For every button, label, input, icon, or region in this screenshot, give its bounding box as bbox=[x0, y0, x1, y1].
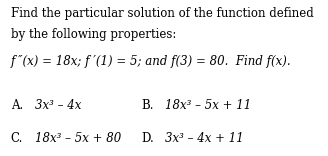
Text: 3x³ – 4x: 3x³ – 4x bbox=[35, 99, 81, 112]
Text: 18x³ – 5x + 80: 18x³ – 5x + 80 bbox=[35, 132, 121, 145]
Text: by the following properties:: by the following properties: bbox=[11, 28, 176, 41]
Text: C.: C. bbox=[11, 132, 23, 145]
Text: Find the particular solution of the function defined: Find the particular solution of the func… bbox=[11, 7, 314, 20]
Text: 18x³ – 5x + 11: 18x³ – 5x + 11 bbox=[165, 99, 252, 112]
Text: A.: A. bbox=[11, 99, 23, 112]
Text: B.: B. bbox=[141, 99, 154, 112]
Text: D.: D. bbox=[141, 132, 154, 145]
Text: 3x³ – 4x + 11: 3x³ – 4x + 11 bbox=[165, 132, 244, 145]
Text: f ″(x) = 18x; f ′(1) = 5; and f(3) = 80.  Find f(x).: f ″(x) = 18x; f ′(1) = 5; and f(3) = 80.… bbox=[11, 55, 291, 68]
